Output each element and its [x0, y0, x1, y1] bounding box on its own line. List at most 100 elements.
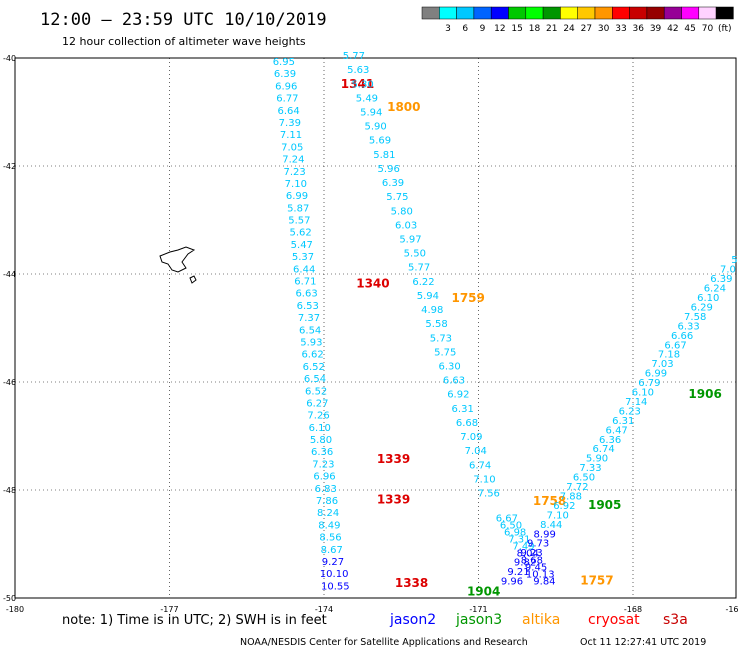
wave-height-label: 8.67: [321, 545, 343, 556]
legend-swatch: [439, 7, 456, 19]
wave-height-label: 6.53: [297, 301, 319, 312]
legend-label: 12: [494, 24, 505, 34]
time-label: 1339: [377, 493, 410, 507]
wave-height-label: 6.68: [456, 418, 478, 429]
satellite-jason2: jason2: [389, 612, 436, 628]
wave-height-label: 5.75: [386, 192, 408, 203]
legend-swatch: [560, 7, 577, 19]
wave-height-label: 7.24: [282, 155, 304, 166]
legend-label: 3: [445, 24, 451, 34]
wave-height-label: 6.39: [382, 178, 404, 189]
y-tick-label: -40: [3, 54, 16, 63]
x-tick-label: -16: [725, 605, 738, 614]
legend-swatch: [716, 7, 733, 19]
wave-height-label: 5.97: [399, 235, 421, 246]
legend-swatch: [578, 7, 595, 19]
wave-height-label: 6.39: [274, 69, 296, 80]
wave-height-label: 7.09: [460, 432, 482, 443]
wave-height-label: 6.36: [311, 447, 333, 458]
wave-height-label: 5.49: [356, 93, 378, 104]
wave-height-label: 5.63: [347, 65, 369, 76]
time-label: 1338: [395, 576, 428, 590]
wave-height-label: 5.62: [289, 228, 311, 239]
legend-label: (ft): [718, 24, 732, 34]
wave-height-label: 5.50: [404, 249, 426, 260]
legend-label: 24: [563, 24, 575, 34]
wave-height-label: 10.55: [321, 581, 350, 592]
wave-height-label: 6.27: [306, 398, 328, 409]
wave-height-label: 7.23: [283, 167, 305, 178]
wave-height-label: 7.56: [478, 488, 500, 499]
wave-height-label: 7.04: [465, 446, 487, 457]
legend-swatch: [457, 7, 474, 19]
legend-label: 6: [462, 24, 468, 34]
legend-swatch: [664, 7, 681, 19]
wave-height-label: 10.10: [320, 569, 349, 580]
wave-height-label: 8.56: [319, 533, 341, 544]
wave-height-label: 6.31: [452, 404, 474, 415]
legend-label: 70: [702, 24, 714, 34]
wave-height-label: 6.10: [309, 423, 331, 434]
wave-height-label: 4.98: [421, 305, 443, 316]
legend-label: 21: [546, 24, 557, 34]
wave-height-label: 6.63: [295, 289, 317, 300]
chart-title: 12:00 – 23:59 UTC 10/10/2019: [40, 10, 327, 30]
legend-label: 33: [615, 24, 626, 34]
legend-swatch: [682, 7, 699, 19]
wave-height-label: 6.96: [275, 81, 297, 92]
chart-subtitle: 12 hour collection of altimeter wave hei…: [62, 35, 306, 48]
legend-swatch: [612, 7, 629, 19]
legend-swatch: [509, 7, 526, 19]
wave-height-label: 5.47: [291, 240, 313, 251]
wave-height-label: 6.52: [305, 386, 327, 397]
legend-label: 42: [667, 24, 678, 34]
wave-height-label: 5.81: [373, 150, 395, 161]
wave-height-label: 9.96: [501, 577, 523, 588]
wave-height-label: 6.44: [293, 264, 315, 275]
wave-height-label: 6.30: [438, 361, 460, 372]
time-label: 1757: [580, 574, 613, 588]
wave-height-label: 9.84: [533, 577, 555, 588]
tracks: 6.956.396.966.776.647.397.117.057.247.23…: [273, 51, 738, 598]
satellite-s3a: s3a: [663, 612, 688, 628]
y-tick-label: -50: [3, 594, 16, 603]
wave-height-label: 6.22: [412, 277, 434, 288]
legend-swatch: [491, 7, 508, 19]
wave-height-label: 5.90: [365, 122, 387, 133]
legend-swatch: [474, 7, 491, 19]
footer-timestamp: Oct 11 12:27:41 UTC 2019: [580, 637, 706, 648]
wave-height-label: 6.03: [395, 220, 417, 231]
wave-height-label: 9.27: [322, 557, 344, 568]
wave-height-label: 6.54: [304, 374, 326, 385]
wave-height-label: 7.37: [298, 313, 320, 324]
wave-height-label: 5.30: [351, 79, 373, 90]
wave-height-label: 5.57: [288, 216, 310, 227]
wave-height-label: 6.83: [315, 484, 337, 495]
wave-height-label: 6.54: [299, 325, 321, 336]
chart-root: 12:00 – 23:59 UTC 10/10/2019 12 hour col…: [0, 0, 740, 650]
wave-height-label: 6.96: [313, 472, 335, 483]
footer-credit: NOAA/NESDIS Center for Satellite Applica…: [240, 637, 528, 648]
satellite-cryosat: cryosat: [588, 612, 640, 628]
wave-height-label: 6.74: [469, 460, 491, 471]
time-label: 1800: [387, 100, 420, 114]
legend-label: 18: [529, 24, 541, 34]
wave-height-label: 8.49: [318, 520, 340, 531]
legend-label: 39: [650, 24, 662, 34]
wave-height-label: 7.23: [312, 459, 334, 470]
wave-height-label: 5.77: [408, 263, 430, 274]
legend-swatch: [526, 7, 543, 19]
wave-height-label: 6.64: [277, 106, 299, 117]
wave-height-label: 6.77: [276, 94, 298, 105]
wave-height-label: 5.80: [310, 435, 332, 446]
wave-height-label: 7.05: [281, 142, 303, 153]
legend-label: 36: [633, 24, 645, 34]
time-label: 1905: [588, 498, 621, 512]
wave-height-label: 5.75: [434, 347, 456, 358]
x-tick-label: -180: [6, 605, 24, 614]
wave-height-label: 7.86: [316, 496, 338, 507]
wave-height-label: 6.52: [303, 362, 325, 373]
legend-label: 15: [511, 24, 522, 34]
legend-label: 45: [684, 24, 695, 34]
wave-height-label: 5.77: [343, 51, 365, 62]
